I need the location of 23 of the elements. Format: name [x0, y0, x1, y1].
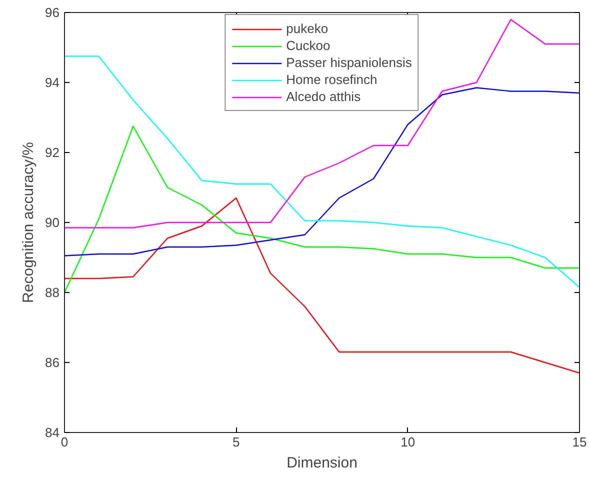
legend-label: Passer hispaniolensis	[286, 55, 412, 70]
line-series	[64, 126, 580, 294]
legend-label: Alcedo atthis	[286, 89, 361, 104]
y-tick-label: 86	[45, 355, 60, 370]
y-tick-label: 90	[45, 215, 60, 230]
x-tick-label: 0	[60, 434, 68, 450]
line-series	[64, 87, 580, 256]
y-tick-label: 94	[45, 75, 60, 90]
line-series	[64, 197, 580, 374]
y-tick-label: 88	[45, 285, 60, 300]
line-series	[64, 56, 580, 288]
y-tick-label: 84	[45, 425, 60, 440]
legend-label: pukeko	[286, 21, 328, 36]
legend-label: Cuckoo	[286, 38, 330, 53]
x-tick-label: 5	[232, 434, 240, 450]
x-tick-label: 10	[400, 434, 416, 450]
x-tick-label: 15	[572, 434, 587, 450]
y-tick-label: 96	[45, 5, 60, 20]
y-tick-label: 92	[45, 145, 60, 160]
line-series	[64, 18, 580, 228]
legend-label: Home rosefinch	[286, 72, 378, 87]
y-axis-title: Recognition accuracy/%	[20, 142, 38, 303]
x-axis-title: Dimension	[286, 454, 358, 472]
